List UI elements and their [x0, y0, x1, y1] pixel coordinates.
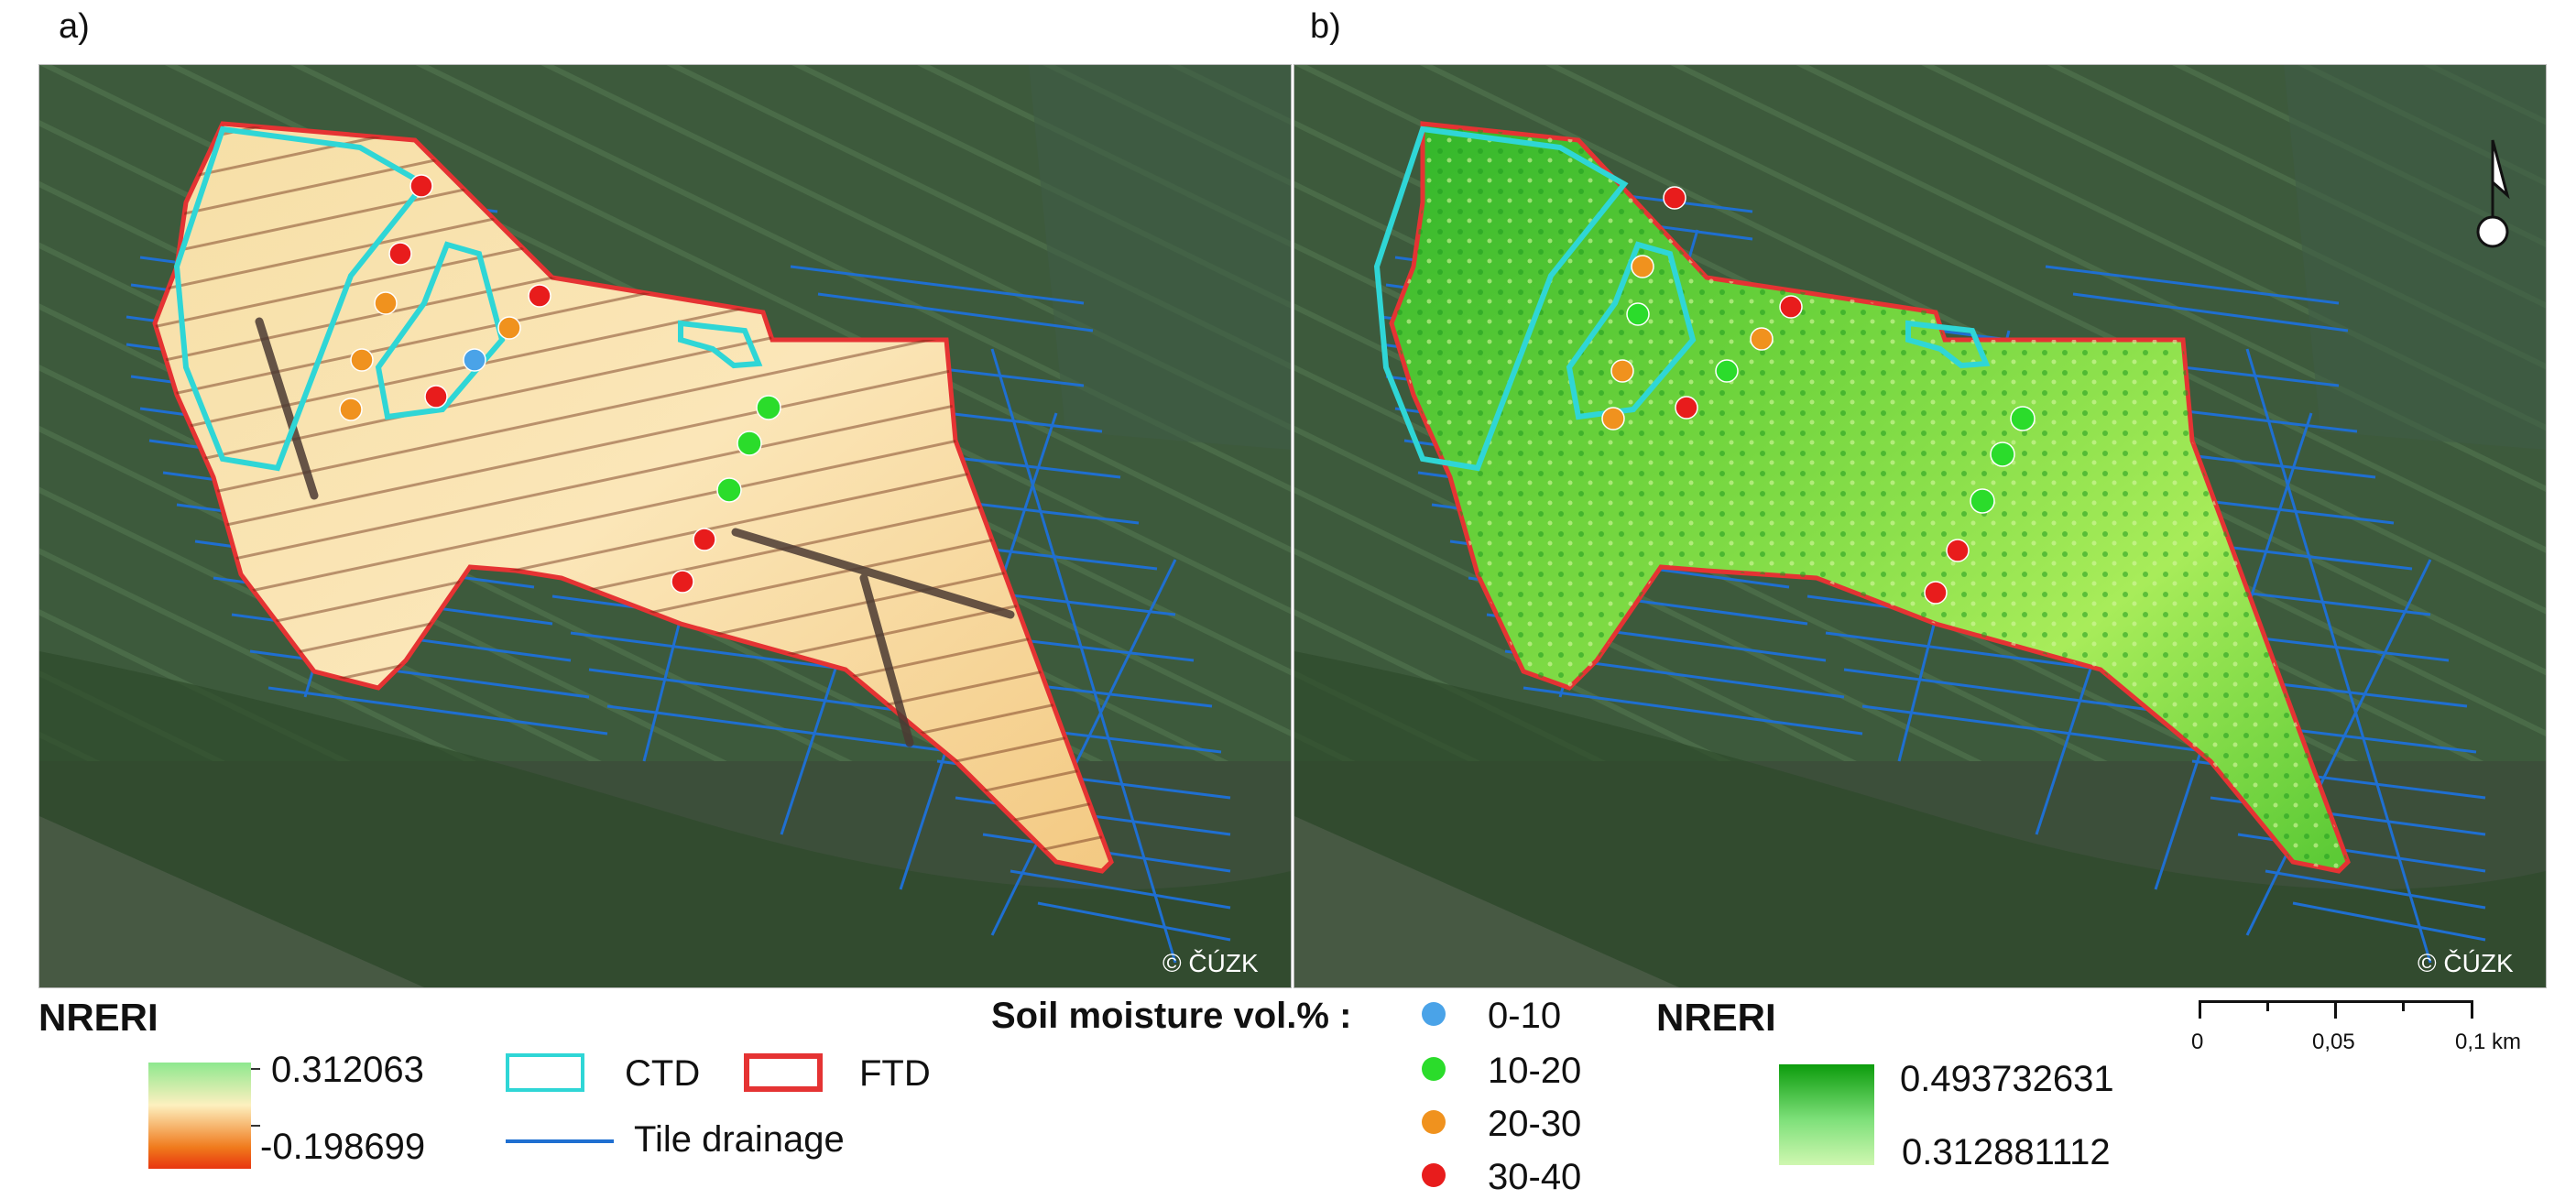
soil-point-30-40[interactable] — [424, 385, 448, 409]
soil-point-20-30[interactable] — [1610, 359, 1634, 383]
tree-belt — [1294, 651, 2546, 987]
scale-bar — [2199, 1000, 2473, 1019]
scale-tick-0: 0 — [2191, 1030, 2204, 1054]
soil-point-30-40[interactable] — [1946, 539, 1970, 562]
scale-tick-005: 0,05 — [2312, 1030, 2355, 1054]
map-panel-b[interactable]: © ČÚZK — [1293, 64, 2547, 988]
tile-drainage-swatch — [506, 1139, 614, 1143]
ctd-area-a-west[interactable] — [173, 125, 429, 472]
ftd-label: FTD — [859, 1053, 931, 1094]
nreri-max-b: 0.493732631 — [1900, 1059, 2114, 1099]
soil-point-30-40[interactable] — [1924, 581, 1948, 605]
soil-point-20-30[interactable] — [374, 291, 398, 315]
panel-label-b: b) — [1310, 7, 1341, 46]
dark-streaks-a — [255, 317, 1015, 747]
nreri-min-b: 0.312881112 — [1902, 1132, 2111, 1172]
copyright-b: © ČÚZK — [2418, 949, 2514, 977]
soil-point-10-20[interactable] — [1990, 441, 2015, 467]
soil-point-30-40[interactable] — [693, 528, 716, 551]
soil-point-30-40[interactable] — [1779, 295, 1803, 319]
ctd-swatch — [506, 1053, 584, 1092]
nreri-ramp-b — [1779, 1064, 1874, 1165]
soil-point-20-30[interactable] — [339, 398, 363, 421]
soil-class-0-10-icon — [1422, 1002, 1446, 1026]
north-arrow-icon — [2476, 139, 2510, 248]
soil-class-10-20-icon — [1422, 1057, 1446, 1081]
soil-point-10-20[interactable] — [1626, 302, 1650, 326]
ctd-label: CTD — [625, 1053, 701, 1094]
nreri-legend-title-a: NRERI — [38, 996, 158, 1039]
soil-class-0-10-label: 0-10 — [1488, 996, 1562, 1036]
nreri-ramp-a — [148, 1063, 251, 1169]
soil-point-10-20[interactable] — [1970, 488, 1995, 514]
panel-label-a: a) — [59, 7, 90, 46]
soil-point-20-30[interactable] — [1750, 327, 1774, 351]
map-b-svg: © ČÚZK — [1294, 65, 2546, 987]
field-patch — [1294, 816, 1679, 987]
soil-point-10-20[interactable] — [716, 477, 742, 503]
map-panel-a[interactable]: © ČÚZK — [38, 64, 1292, 988]
soil-moisture-points-a — [339, 174, 781, 594]
ctd-area-b-west[interactable] — [1373, 125, 1629, 472]
soil-moisture-title: Soil moisture vol.% : — [991, 996, 1352, 1036]
soil-point-30-40[interactable] — [388, 242, 412, 266]
ftd-swatch — [744, 1053, 823, 1092]
soil-point-20-30[interactable] — [350, 348, 374, 372]
map-a-svg: © ČÚZK — [39, 65, 1291, 987]
nreri-legend-title-b: NRERI — [1656, 996, 1776, 1039]
soil-point-30-40[interactable] — [528, 284, 551, 308]
scale-tick-01km: 0,1 km — [2455, 1030, 2522, 1054]
soil-class-20-30-icon — [1422, 1110, 1446, 1134]
soil-point-30-40[interactable] — [1663, 186, 1686, 210]
soil-point-20-30[interactable] — [1631, 255, 1654, 278]
ctd-area-b-east[interactable] — [1905, 320, 1991, 369]
soil-class-20-30-label: 20-30 — [1488, 1104, 1582, 1144]
soil-point-20-30[interactable] — [1601, 407, 1625, 431]
soil-point-10-20[interactable] — [756, 395, 781, 420]
soil-point-20-30[interactable] — [497, 316, 521, 340]
nreri-max-a: 0.312063 — [271, 1050, 424, 1090]
field-patch-ne — [2284, 65, 2546, 450]
soil-moisture-points-b — [1601, 186, 2036, 605]
copyright-a: © ČÚZK — [1162, 949, 1259, 977]
soil-point-10-20[interactable] — [1715, 359, 1739, 383]
soil-point-30-40[interactable] — [409, 174, 433, 198]
tile-drainage-label: Tile drainage — [634, 1119, 845, 1160]
soil-point-30-40[interactable] — [671, 570, 694, 594]
soil-point-30-40[interactable] — [1675, 396, 1698, 420]
soil-point-10-20[interactable] — [2010, 406, 2036, 431]
ramp-tick-max — [251, 1068, 260, 1070]
soil-class-30-40-icon — [1422, 1163, 1446, 1187]
tree-belt — [39, 651, 1291, 987]
ctd-area-a-east[interactable] — [678, 320, 763, 369]
field-patch-ne — [1029, 65, 1291, 450]
soil-class-10-20-label: 10-20 — [1488, 1051, 1582, 1091]
soil-point-10-20[interactable] — [737, 431, 762, 456]
nreri-min-a: -0.198699 — [260, 1127, 426, 1167]
ctd-area-a-center[interactable] — [375, 241, 506, 420]
field-patch — [39, 816, 424, 987]
soil-point-0-10[interactable] — [463, 348, 486, 372]
ramp-tick-min — [251, 1125, 260, 1127]
soil-class-30-40-label: 30-40 — [1488, 1157, 1582, 1197]
